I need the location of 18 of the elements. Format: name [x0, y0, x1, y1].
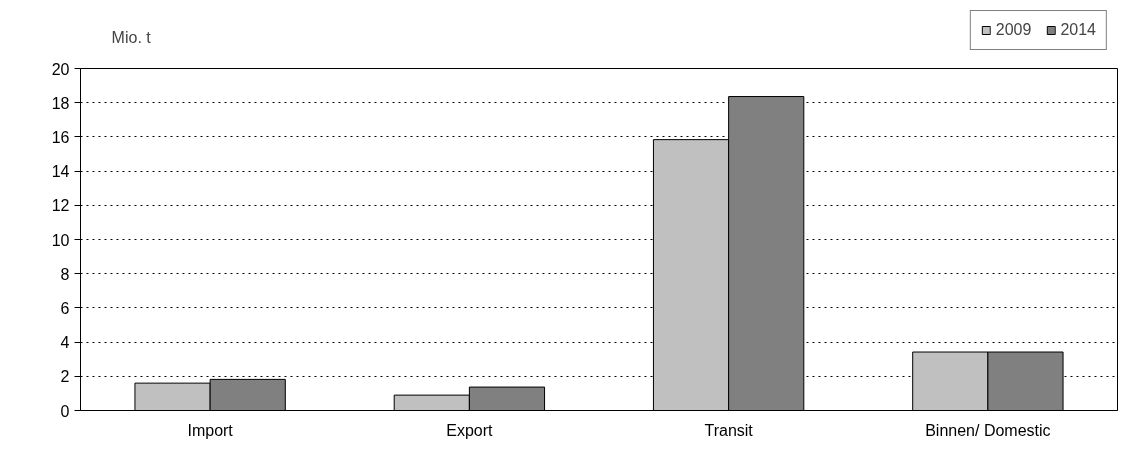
x-tick-label: Import: [187, 421, 234, 439]
x-tick-label: Binnen/ Domestic: [925, 421, 1051, 439]
y-tick-label: 16: [51, 128, 70, 146]
x-tick-label: Transit: [704, 421, 754, 439]
y-tick-label: 18: [51, 94, 70, 112]
y-tick-label: 20: [51, 60, 70, 78]
y-tick-label: 2: [60, 368, 70, 386]
y-tick-label: 10: [51, 231, 70, 249]
y-tick-label: 14: [51, 163, 70, 181]
y-tick-label: 8: [60, 265, 70, 283]
y-tick-label: 4: [60, 334, 70, 352]
x-tick-label: Export: [446, 421, 494, 439]
y-tick-label: 12: [51, 197, 70, 215]
legend-label: 2014: [1060, 21, 1096, 39]
y-tick-label: 0: [60, 402, 70, 420]
legend-label: 2009: [995, 21, 1032, 39]
y-tick-label: 6: [60, 299, 70, 317]
y-axis-title: Mio. t: [111, 28, 152, 46]
